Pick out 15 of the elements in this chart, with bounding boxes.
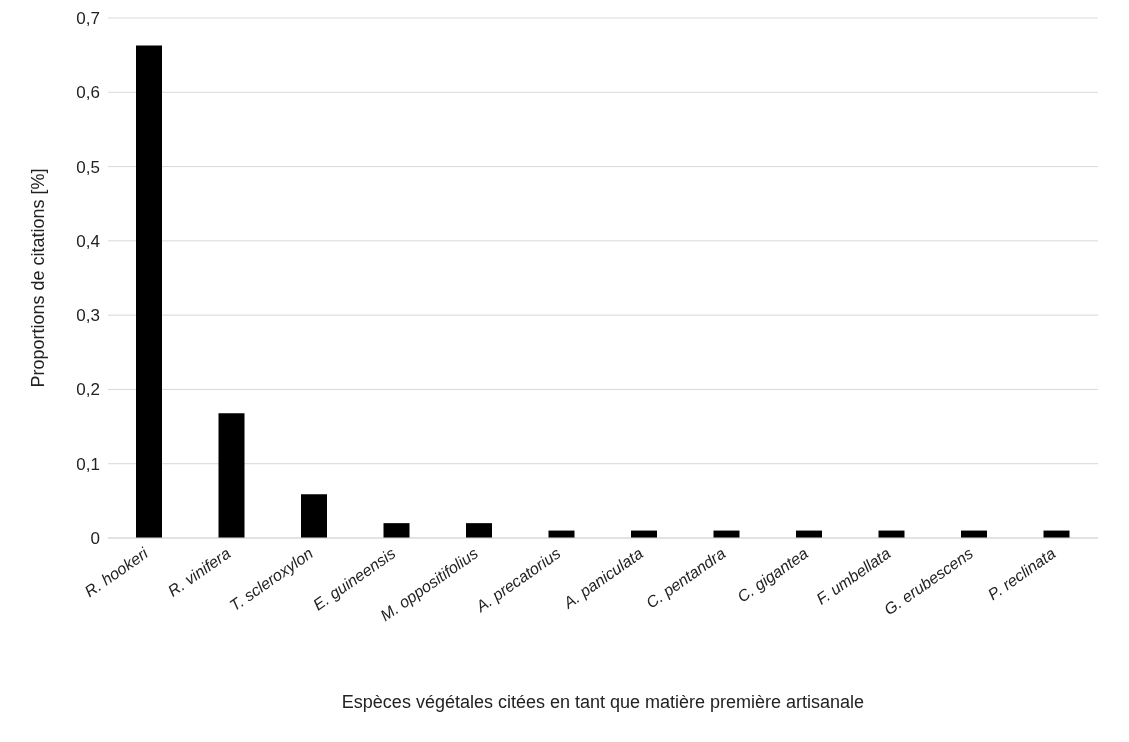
bar xyxy=(301,494,327,538)
y-tick-label: 0,5 xyxy=(76,157,100,177)
y-tick-label: 0,6 xyxy=(76,83,100,103)
y-tick-label: 0,3 xyxy=(76,306,100,326)
y-tick-label: 0 xyxy=(90,529,100,549)
bar xyxy=(136,45,162,538)
y-axis-title: Proportions de citations [%] xyxy=(28,168,49,388)
bar xyxy=(383,523,410,538)
bar xyxy=(466,523,492,538)
y-tick-label: 0,2 xyxy=(76,380,100,400)
y-tick-label: 0,4 xyxy=(76,231,100,251)
y-tick-label: 0,7 xyxy=(76,9,100,29)
x-axis-title: Espèces végétales citées en tant que matière première artisanale xyxy=(341,692,865,712)
y-tick-label: 0,1 xyxy=(76,454,100,474)
bar xyxy=(218,413,245,538)
